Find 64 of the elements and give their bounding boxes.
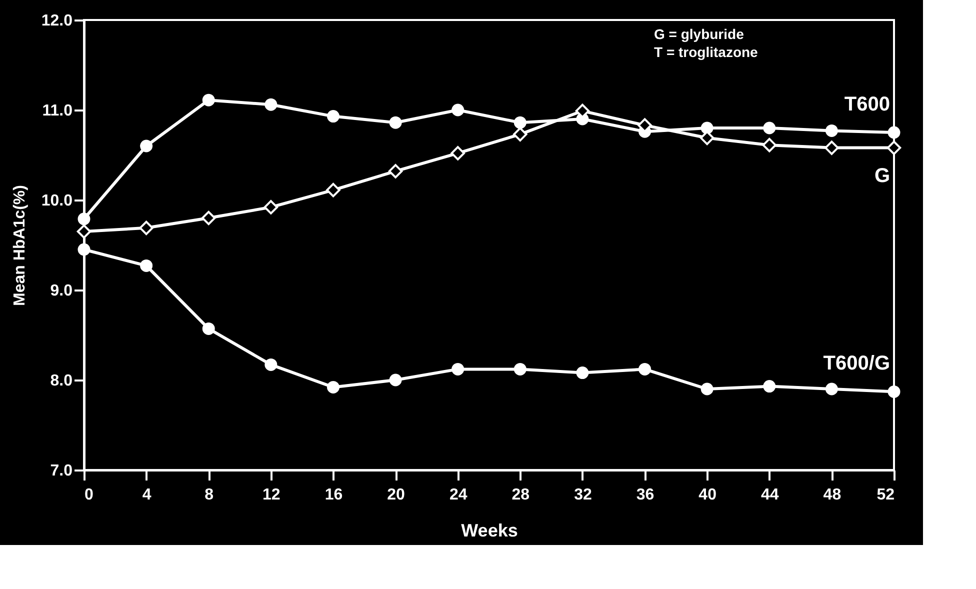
x-tick-label: 20 (387, 486, 406, 504)
point (700, 122, 714, 134)
x-tick-label: 4 (142, 486, 152, 504)
annotation: T = troglitazone (654, 44, 758, 60)
x-tick-label: 36 (636, 486, 654, 504)
point (389, 374, 402, 386)
point (201, 210, 216, 226)
point (514, 116, 526, 129)
point (762, 138, 777, 152)
x-tick-label: 8 (204, 486, 214, 504)
y-tick-label: 8.0 (50, 372, 73, 390)
point (700, 382, 714, 396)
y-tick-label: 7.0 (50, 462, 73, 480)
x-tick-label: 24 (449, 486, 468, 504)
point (326, 110, 340, 123)
x-tick-label: 44 (760, 486, 779, 504)
x-tick-label: 52 (876, 486, 895, 504)
point (825, 382, 838, 396)
series-label: G (874, 164, 890, 187)
y-tick-label: 11.0 (42, 102, 73, 120)
x-tick-label: 0 (84, 486, 94, 504)
point (388, 164, 403, 178)
y-axis-title: Mean HbA1c(%) (11, 185, 28, 306)
point (888, 385, 900, 398)
point (638, 362, 652, 376)
point (452, 362, 464, 376)
point (202, 94, 215, 106)
x-tick-label: 12 (262, 486, 280, 504)
point (888, 126, 900, 139)
point (264, 98, 278, 111)
y-tick-label: 12.0 (41, 12, 73, 30)
point (139, 220, 154, 236)
annotation: G = glyburide (654, 26, 744, 42)
series-label: T600/G (823, 352, 890, 375)
x-tick-label: 40 (698, 486, 717, 504)
point (140, 140, 153, 152)
point (140, 259, 153, 272)
point (76, 224, 92, 239)
point (514, 362, 526, 376)
point (202, 322, 215, 335)
point (824, 140, 839, 155)
series-label: T600 (844, 94, 890, 116)
point (264, 200, 278, 214)
x-tick-label: 32 (574, 486, 592, 504)
point (886, 140, 902, 155)
point (450, 146, 465, 160)
point (513, 127, 528, 142)
point (452, 104, 464, 116)
y-tick-label: 10.0 (41, 192, 73, 210)
point (825, 124, 838, 137)
x-tick-label: 48 (823, 486, 842, 504)
point (763, 380, 776, 393)
y-tick-label: 9.0 (50, 282, 73, 300)
point (78, 212, 90, 226)
x-tick-label: 16 (324, 486, 343, 504)
point (389, 116, 402, 129)
point (78, 243, 90, 256)
point (763, 122, 776, 134)
point (326, 182, 340, 198)
x-tick-label: 28 (512, 486, 530, 504)
point (326, 380, 340, 394)
point (264, 358, 278, 371)
point (576, 366, 589, 380)
x-axis-title: Weeks (461, 520, 518, 540)
